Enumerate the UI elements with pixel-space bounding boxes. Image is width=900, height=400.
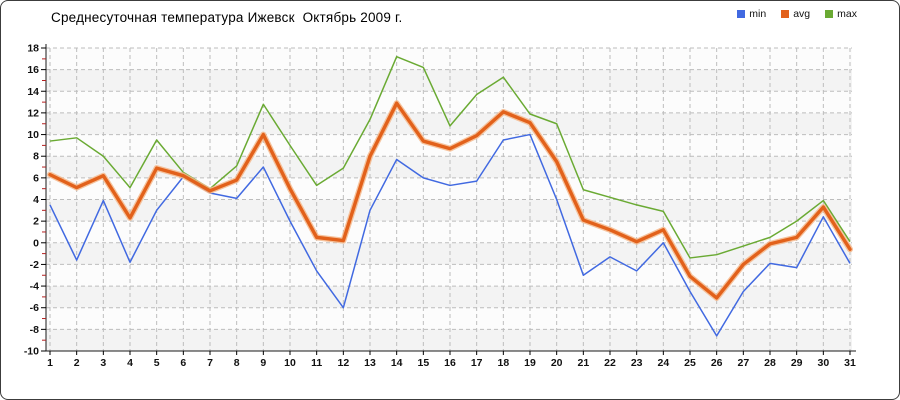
y-tick-label: -8 <box>30 324 39 336</box>
y-tick-label: 2 <box>33 216 39 228</box>
x-tick-label: 27 <box>737 357 749 369</box>
chart-title: Среднесуточная температура Ижевск Октябр… <box>51 10 403 25</box>
x-tick-label: 20 <box>551 357 563 369</box>
x-tick-label: 18 <box>497 357 509 369</box>
y-tick-label: 10 <box>27 129 39 141</box>
x-tick-label: 28 <box>764 357 776 369</box>
y-tick-label: -2 <box>30 259 39 271</box>
x-tick-label: 29 <box>791 357 803 369</box>
legend-label-avg: avg <box>793 8 811 20</box>
x-tick-label: 24 <box>657 357 669 369</box>
x-tick-label: 1 <box>47 357 53 369</box>
legend: min avg max <box>737 8 857 20</box>
x-tick-label: 8 <box>234 357 240 369</box>
x-tick-label: 22 <box>604 357 616 369</box>
y-tick-label: 4 <box>33 194 39 206</box>
x-tick-label: 7 <box>207 357 213 369</box>
y-tick-label: 16 <box>27 64 39 76</box>
legend-swatch-min-icon <box>737 10 746 18</box>
legend-swatch-avg-icon <box>781 10 790 18</box>
x-tick-label: 12 <box>337 357 349 369</box>
x-tick-label: 9 <box>260 357 266 369</box>
y-tick-label: 6 <box>33 172 39 184</box>
legend-item-max: max <box>825 8 857 20</box>
x-tick-label: 23 <box>631 357 643 369</box>
x-tick-label: 4 <box>127 357 133 369</box>
legend-item-min: min <box>737 8 766 20</box>
x-tick-label: 3 <box>100 357 106 369</box>
x-tick-label: 11 <box>311 357 322 369</box>
x-tick-label: 16 <box>444 357 456 369</box>
series-max-line <box>49 55 851 259</box>
x-tick-label: 31 <box>844 357 856 369</box>
x-tick-label: 21 <box>577 357 589 369</box>
x-tick-label: 19 <box>524 357 536 369</box>
legend-label-min: min <box>749 8 767 20</box>
y-tick-label: 12 <box>27 107 39 119</box>
x-tick-label: 6 <box>180 357 186 369</box>
x-tick-label: 13 <box>364 357 376 369</box>
x-tick-label: 15 <box>417 357 429 369</box>
axes <box>45 44 856 352</box>
legend-label-max: max <box>837 8 857 20</box>
x-tick-label: 25 <box>684 357 696 369</box>
y-tick-label: -4 <box>30 281 39 293</box>
y-axis: 18 16 14 12 10 8 6 4 2 0 -2 -4 -6 -8 -10 <box>24 43 46 358</box>
x-tick-label: 30 <box>817 357 829 369</box>
x-tick-label: 17 <box>471 357 483 369</box>
legend-swatch-max-icon <box>825 10 834 18</box>
x-tick-label: 14 <box>391 357 403 369</box>
y-tick-label: 14 <box>27 86 39 98</box>
legend-item-avg: avg <box>781 8 810 20</box>
x-tick-label: 5 <box>154 357 160 369</box>
x-axis: 1 2 3 4 5 6 7 8 9 10 11 12 13 14 15 16 17 18 19 20 21 22 23 24 2… <box>47 351 856 369</box>
x-tick-label: 2 <box>74 357 80 369</box>
y-tick-label: 0 <box>33 237 39 249</box>
y-tick-label: 18 <box>27 43 39 55</box>
x-tick-label: 10 <box>284 357 296 369</box>
series-avg-line <box>48 101 852 300</box>
x-tick-label: 26 <box>711 357 723 369</box>
y-tick-label: -6 <box>30 302 39 314</box>
y-tick-label: 8 <box>33 151 39 163</box>
y-tick-label: -10 <box>24 346 39 358</box>
